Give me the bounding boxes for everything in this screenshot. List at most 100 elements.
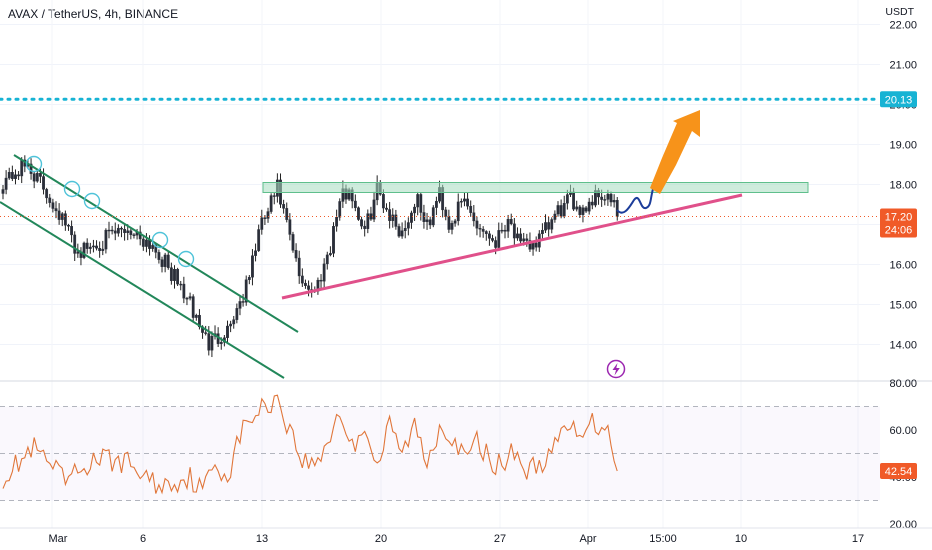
candle bbox=[48, 193, 52, 208]
candle bbox=[85, 238, 89, 254]
candle bbox=[550, 217, 554, 234]
candle bbox=[251, 249, 254, 286]
candle bbox=[120, 226, 123, 238]
time-tick-label: 10 bbox=[735, 533, 747, 545]
candle bbox=[319, 274, 323, 289]
price-tick-label: 14.00 bbox=[889, 340, 917, 352]
candle bbox=[291, 231, 295, 253]
candle bbox=[406, 217, 410, 236]
channel-upper-line[interactable] bbox=[13, 154, 299, 333]
channel-lower-line[interactable] bbox=[0, 201, 285, 379]
candles bbox=[1, 155, 619, 358]
price-tick-label: 15.00 bbox=[889, 300, 917, 312]
candle bbox=[307, 280, 310, 297]
candle bbox=[559, 199, 563, 219]
candle bbox=[288, 213, 292, 241]
candle bbox=[556, 201, 560, 217]
candle bbox=[297, 250, 301, 284]
rsi-pane[interactable] bbox=[0, 394, 880, 501]
candle bbox=[512, 217, 516, 246]
candle bbox=[116, 224, 120, 237]
candle bbox=[45, 187, 49, 204]
candle bbox=[544, 214, 547, 234]
candle bbox=[553, 210, 557, 223]
candle bbox=[247, 274, 251, 285]
time-tick-label: 17 bbox=[852, 533, 864, 545]
candle bbox=[95, 240, 98, 251]
candle bbox=[229, 320, 233, 333]
candle bbox=[397, 223, 401, 238]
touch-circle bbox=[83, 192, 101, 210]
candle bbox=[478, 223, 482, 238]
candle bbox=[160, 256, 164, 273]
candle bbox=[254, 243, 257, 262]
candle bbox=[98, 241, 102, 258]
candle bbox=[444, 206, 448, 221]
candle bbox=[466, 192, 469, 210]
candle bbox=[176, 267, 180, 286]
candle bbox=[104, 228, 108, 254]
candle bbox=[335, 209, 339, 232]
candle bbox=[578, 205, 582, 218]
rsi-value: 42.54 bbox=[885, 466, 913, 478]
candle bbox=[325, 251, 329, 270]
candle bbox=[169, 262, 173, 285]
ascending-support-line[interactable] bbox=[281, 193, 743, 300]
candle bbox=[463, 192, 466, 207]
rsi-line bbox=[2, 394, 618, 495]
candle bbox=[179, 280, 183, 291]
candle bbox=[257, 224, 261, 252]
time-tick-label: 13 bbox=[256, 533, 268, 545]
candle bbox=[101, 240, 105, 256]
candle bbox=[475, 216, 479, 236]
candle bbox=[294, 243, 298, 262]
candle bbox=[413, 203, 416, 221]
candle bbox=[232, 315, 236, 329]
candle bbox=[238, 295, 242, 316]
touch-circle bbox=[177, 250, 195, 268]
candle bbox=[562, 195, 566, 219]
candle bbox=[357, 206, 360, 221]
candle bbox=[534, 236, 538, 252]
candle bbox=[70, 220, 73, 243]
price-tick-label: 19.00 bbox=[889, 140, 917, 152]
candle bbox=[503, 224, 507, 239]
projection-path[interactable] bbox=[616, 185, 655, 214]
time-tick-label: 6 bbox=[140, 533, 146, 545]
touch-circle bbox=[63, 180, 81, 198]
candle bbox=[575, 200, 579, 212]
candle bbox=[154, 242, 158, 259]
grid bbox=[0, 0, 880, 528]
candle bbox=[428, 216, 432, 229]
candle bbox=[363, 220, 367, 237]
candle bbox=[304, 279, 307, 289]
candle bbox=[138, 225, 142, 246]
candle bbox=[163, 252, 167, 273]
breakout-arrow[interactable] bbox=[650, 110, 700, 194]
candle bbox=[481, 226, 485, 238]
time-axis[interactable]: Mar 6 13 20 27 Apr 15:00 10 17 bbox=[0, 527, 932, 545]
candle bbox=[338, 198, 342, 221]
candle bbox=[615, 197, 619, 221]
price-axis-unit: USDT bbox=[885, 6, 914, 18]
resistance-zone[interactable] bbox=[262, 182, 809, 193]
price-axis[interactable]: USDT 22.00 21.00 19.00 18.00 16.00 15.00 14.00 2… bbox=[880, 6, 917, 352]
price-tick-label: 22.00 bbox=[889, 20, 917, 32]
rsi-value-badge: 42.54 bbox=[880, 463, 917, 480]
candle bbox=[488, 230, 491, 246]
candle bbox=[14, 169, 17, 185]
candle bbox=[500, 222, 504, 234]
candle bbox=[129, 228, 133, 240]
candle bbox=[590, 195, 594, 210]
candle bbox=[459, 198, 463, 208]
candle bbox=[425, 212, 429, 230]
candle bbox=[226, 320, 229, 344]
candle bbox=[213, 325, 217, 340]
candle bbox=[394, 209, 398, 230]
candle bbox=[369, 206, 373, 221]
lightning-icon[interactable] bbox=[606, 359, 626, 379]
candle bbox=[497, 222, 501, 252]
